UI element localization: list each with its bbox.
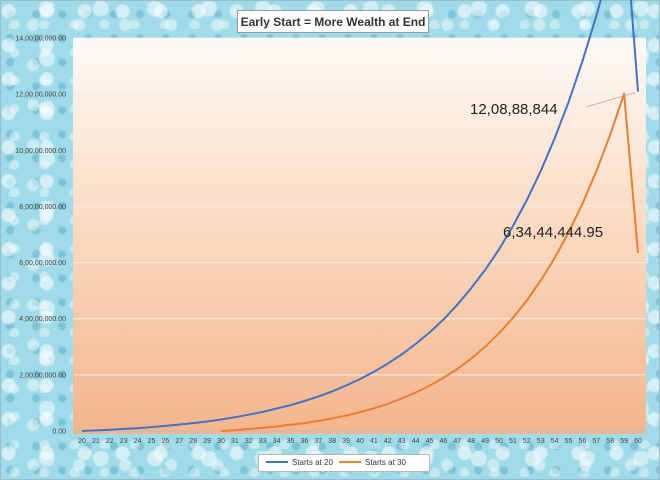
x-tick-label: 27	[175, 438, 183, 445]
x-tick-label: 39	[342, 438, 350, 445]
chart-title-box: Early Start = More Wealth at End	[237, 10, 429, 33]
x-tick-label: 31	[231, 438, 239, 445]
x-tick-label: 58	[606, 438, 614, 445]
x-tick-label: 42	[384, 438, 392, 445]
x-tick-label: 24	[134, 438, 142, 445]
y-tick-label: 12,00,00,000.00	[15, 92, 66, 99]
x-tick-label: 29	[203, 438, 211, 445]
x-tick-label: 43	[398, 438, 406, 445]
x-tick-label: 30	[217, 438, 225, 445]
y-tick-label: 4,00,00,000.00	[19, 316, 66, 323]
x-tick-label: 28	[189, 438, 197, 445]
x-tick-label: 53	[537, 438, 545, 445]
y-axis: 0.00 2,00,00,000.00 4,00,00,000.00 6,00,00,…	[15, 36, 66, 436]
x-tick-label: 41	[370, 438, 378, 445]
x-tick-label: 37	[314, 438, 322, 445]
x-tick-label: 51	[509, 438, 517, 445]
x-tick-label: 44	[412, 438, 420, 445]
y-tick-label: 0.00	[52, 429, 66, 436]
x-tick-label: 32	[245, 438, 253, 445]
x-tick-label: 45	[426, 438, 434, 445]
x-tick-label: 50	[495, 438, 503, 445]
x-tick-label: 26	[162, 438, 170, 445]
x-tick-label: 60	[634, 438, 642, 445]
x-tick-label: 59	[620, 438, 628, 445]
x-tick-label: 25	[148, 438, 156, 445]
x-tick-label: 22	[106, 438, 114, 445]
y-tick-label: 8,00,00,000.00	[19, 204, 66, 211]
x-tick-label: 48	[467, 438, 475, 445]
x-tick-label: 20	[78, 438, 86, 445]
x-tick-label: 49	[481, 438, 489, 445]
x-tick-label: 56	[579, 438, 587, 445]
y-tick-label: 6,00,00,000.00	[19, 260, 66, 267]
x-tick-label: 47	[453, 438, 461, 445]
x-axis: 20 21 22 23 24 25 26 27 28 29 30 31 32 33 34 35 36 37 38 39…	[78, 438, 642, 445]
x-tick-label: 40	[356, 438, 364, 445]
x-tick-label: 35	[287, 438, 295, 445]
annotations: 12,08,88,844 6,34,44,444.95	[470, 92, 636, 241]
legend-label-1: Starts at 20	[292, 458, 333, 467]
annotation-label-starts-20: 12,08,88,844	[470, 101, 558, 118]
x-tick-label: 34	[273, 438, 281, 445]
x-tick-label: 23	[120, 438, 128, 445]
x-tick-label: 21	[92, 438, 100, 445]
y-tick-label: 10,00,00,000.00	[15, 148, 66, 155]
chart-title: Early Start = More Wealth at End	[240, 14, 426, 29]
y-tick-label: 2,00,00,000.00	[19, 372, 66, 379]
annotation-label-starts-30: 6,34,44,444.95	[503, 224, 603, 241]
x-tick-label: 55	[565, 438, 573, 445]
series-line-1	[81, 0, 639, 432]
legend-label-2: Starts at 30	[365, 458, 406, 467]
x-tick-label: 33	[259, 438, 267, 445]
series-lines	[81, 0, 639, 432]
plot-area	[73, 38, 646, 434]
legend: Starts at 20 Starts at 30	[266, 458, 406, 467]
x-tick-label: 57	[592, 438, 600, 445]
series-line-2	[220, 92, 639, 432]
x-tick-label: 36	[301, 438, 309, 445]
x-tick-label: 52	[523, 438, 531, 445]
annotation-leader-line	[585, 92, 636, 108]
x-tick-label: 38	[328, 438, 336, 445]
y-tick-label: 14,00,00,000.00	[15, 36, 66, 43]
x-tick-label: 54	[551, 438, 559, 445]
x-tick-label: 46	[440, 438, 448, 445]
